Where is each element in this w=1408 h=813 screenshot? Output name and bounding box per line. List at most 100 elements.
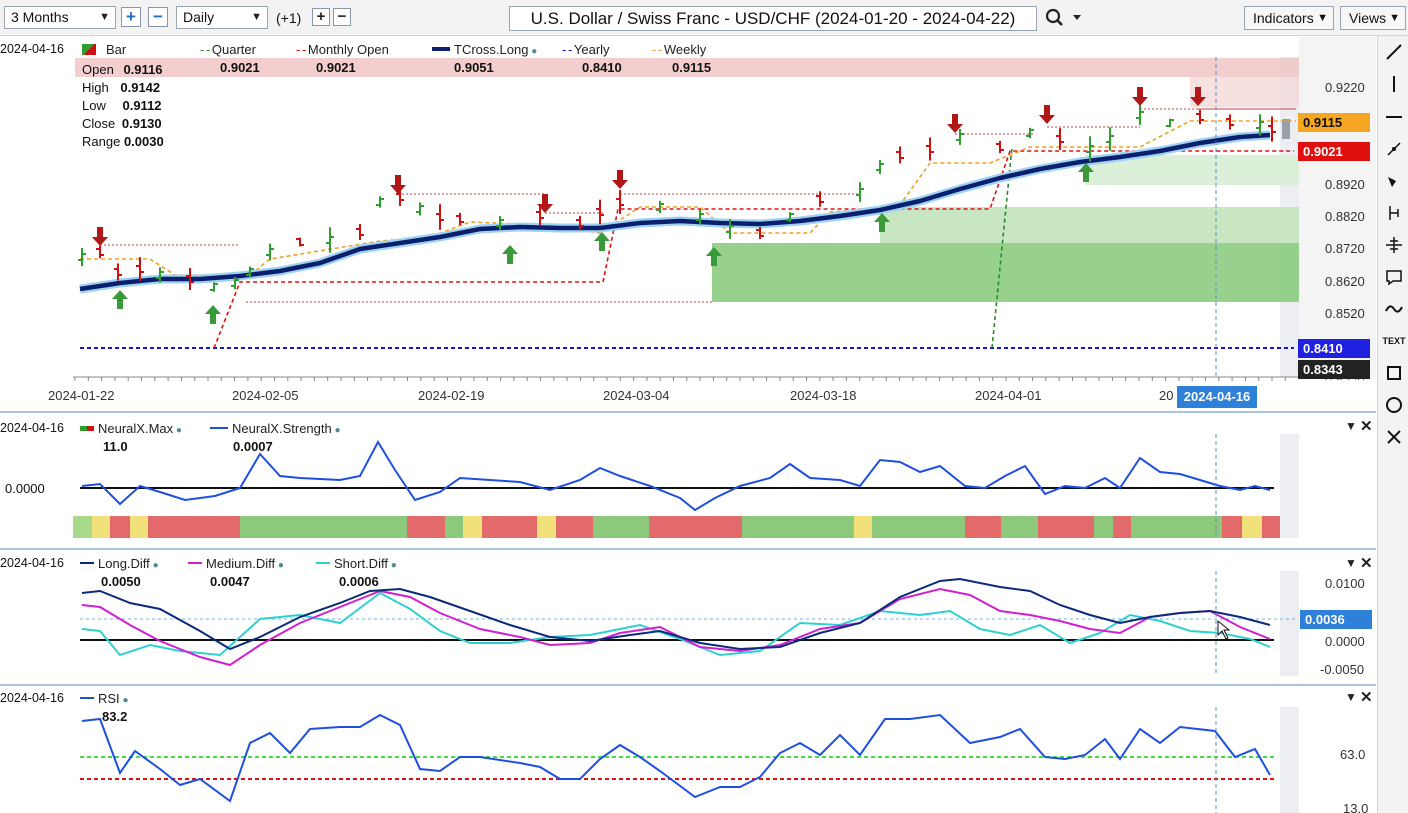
signal-segment: [130, 516, 148, 538]
measure-tool-button[interactable]: [1382, 201, 1406, 225]
note-tool-button[interactable]: [1382, 265, 1406, 289]
legend-short-diff: Short.Diff ●: [316, 556, 397, 571]
legend-monthly-open-value: 0.9021: [316, 60, 356, 75]
neuralx-strength-line: [81, 439, 1271, 512]
sell-arrow: [537, 194, 553, 213]
crosshair-tool-button[interactable]: [1382, 233, 1406, 257]
neuralx-pane[interactable]: 2024-04-16 NeuralX.Max ● 11.0 NeuralX.St…: [0, 414, 1376, 548]
price-axis-label: 0.8620: [1325, 274, 1365, 289]
symbol-title-input[interactable]: U.S. Dollar / Swiss Franc - USD/CHF (202…: [509, 6, 1037, 31]
neuralx-chart[interactable]: [0, 414, 1376, 548]
chevron-down-icon: ▼: [251, 11, 262, 23]
support-zone: [880, 207, 1299, 243]
diff-chart[interactable]: [0, 551, 1376, 684]
pane-close-button[interactable]: ✕: [1360, 418, 1373, 435]
line-tool-button[interactable]: [1382, 40, 1406, 64]
right-margin: [1280, 571, 1299, 676]
diff-pane[interactable]: 2024-04-16 Long.Diff ● 0.0050 Medium.Dif…: [0, 551, 1376, 684]
legend-neuralx-max-value: 11.0: [103, 439, 128, 454]
views-button[interactable]: Views ▼: [1340, 6, 1406, 30]
zoom-in-button[interactable]: +: [121, 7, 141, 27]
pointer-tool-button[interactable]: [1382, 137, 1406, 161]
legend-yearly-value: 0.8410: [582, 60, 622, 75]
interval-select[interactable]: Daily ▼: [176, 6, 268, 29]
signal-segment: [463, 516, 482, 538]
pane-collapse-button[interactable]: ▼: [1345, 556, 1357, 570]
signal-segment: [537, 516, 556, 538]
speech-bubble-icon: [1386, 270, 1402, 286]
horizontal-line-tool-button[interactable]: [1382, 105, 1406, 129]
range-select[interactable]: 3 Months ▼: [4, 6, 116, 29]
settings-dot-icon[interactable]: ●: [119, 695, 129, 706]
ohlc-high: High 0.9142: [82, 80, 161, 95]
pane-separator[interactable]: [0, 411, 1376, 413]
legend-weekly: - - Weekly: [652, 42, 707, 57]
wave-tool-button[interactable]: [1382, 297, 1406, 321]
settings-dot-icon[interactable]: ●: [331, 425, 341, 436]
signal-segment: [148, 516, 240, 538]
settings-dot-icon[interactable]: ●: [149, 560, 159, 571]
pane-collapse-button[interactable]: ▼: [1345, 690, 1357, 704]
offset-plus-button[interactable]: +: [312, 8, 330, 26]
monthly-price-tag: 0.9021: [1298, 142, 1370, 161]
ohlc-range: Range 0.0030: [82, 134, 164, 149]
legend-rsi-value: 83.2: [102, 709, 128, 724]
bar-icon: [82, 44, 96, 55]
signal-segment: [73, 516, 92, 538]
settings-dot-icon[interactable]: ●: [528, 46, 538, 57]
diff-pane-date: 2024-04-16: [0, 556, 64, 570]
search-button[interactable]: [1043, 6, 1087, 30]
close-icon: [1387, 430, 1401, 444]
wave-icon: [1385, 305, 1403, 313]
rsi-line: [81, 713, 1271, 803]
rsi-chart[interactable]: [0, 687, 1376, 813]
chevron-down-icon: ▼: [1317, 12, 1328, 24]
pane-close-button[interactable]: ✕: [1360, 555, 1373, 572]
price-chart[interactable]: [0, 37, 1376, 411]
signal-segment: [649, 516, 742, 538]
signal-segment: [872, 516, 965, 538]
rsi-pane[interactable]: 2024-04-16 RSI ● 83.2 63.0 13.0 ▼ ✕: [0, 687, 1376, 813]
price-pane[interactable]: 2024-04-16 Bar - - Quarter 0.9021 - - Mo…: [0, 37, 1376, 411]
pane-collapse-button[interactable]: ▼: [1345, 419, 1357, 433]
legend-bar: Bar: [82, 42, 126, 57]
ellipse-icon: [1386, 397, 1402, 413]
text-tool-button[interactable]: TEXT: [1382, 336, 1406, 346]
vertical-line-tool-button[interactable]: [1382, 72, 1406, 96]
support-zone: [712, 243, 1299, 302]
pane-separator[interactable]: [0, 684, 1376, 686]
close-tool-button[interactable]: [1382, 425, 1406, 449]
settings-dot-icon[interactable]: ●: [173, 425, 182, 436]
legend-yearly: - - Yearly: [562, 42, 610, 57]
sell-arrow: [947, 114, 963, 133]
zoom-out-button[interactable]: −: [148, 7, 168, 27]
views-button-label: Views: [1349, 10, 1387, 26]
sell-arrow: [612, 170, 628, 189]
legend-quarter: - - Quarter: [200, 42, 256, 57]
buy-arrow: [874, 213, 890, 232]
brush-tool-button[interactable]: [1382, 169, 1406, 193]
pane-separator[interactable]: [0, 548, 1376, 550]
low-price-tag: 0.8343: [1298, 360, 1370, 379]
settings-dot-icon[interactable]: ●: [275, 560, 284, 571]
chevron-down-icon: ▼: [99, 11, 110, 23]
offset-minus-button[interactable]: −: [333, 8, 351, 26]
signal-segment: [92, 516, 110, 538]
pane-close-button[interactable]: ✕: [1360, 689, 1373, 706]
legend-weekly-value: 0.9115: [672, 60, 712, 75]
indicators-button[interactable]: Indicators ▼: [1244, 6, 1334, 30]
date-axis-label: 2024-02-19: [418, 388, 485, 403]
signal-segment: [1242, 516, 1262, 538]
legend-neuralx-max: NeuralX.Max ●: [80, 421, 182, 436]
signal-segment: [240, 516, 407, 538]
signal-segment: [1094, 516, 1113, 538]
ellipse-tool-button[interactable]: [1382, 393, 1406, 417]
monthly-open-line: [213, 150, 1294, 349]
sell-arrow: [1039, 105, 1055, 124]
interval-select-value: Daily: [183, 9, 215, 25]
settings-dot-icon[interactable]: ●: [387, 560, 397, 571]
legend-long-diff-value: 0.0050: [101, 574, 141, 589]
rectangle-tool-button[interactable]: [1382, 361, 1406, 385]
brush-icon: [1388, 177, 1396, 187]
